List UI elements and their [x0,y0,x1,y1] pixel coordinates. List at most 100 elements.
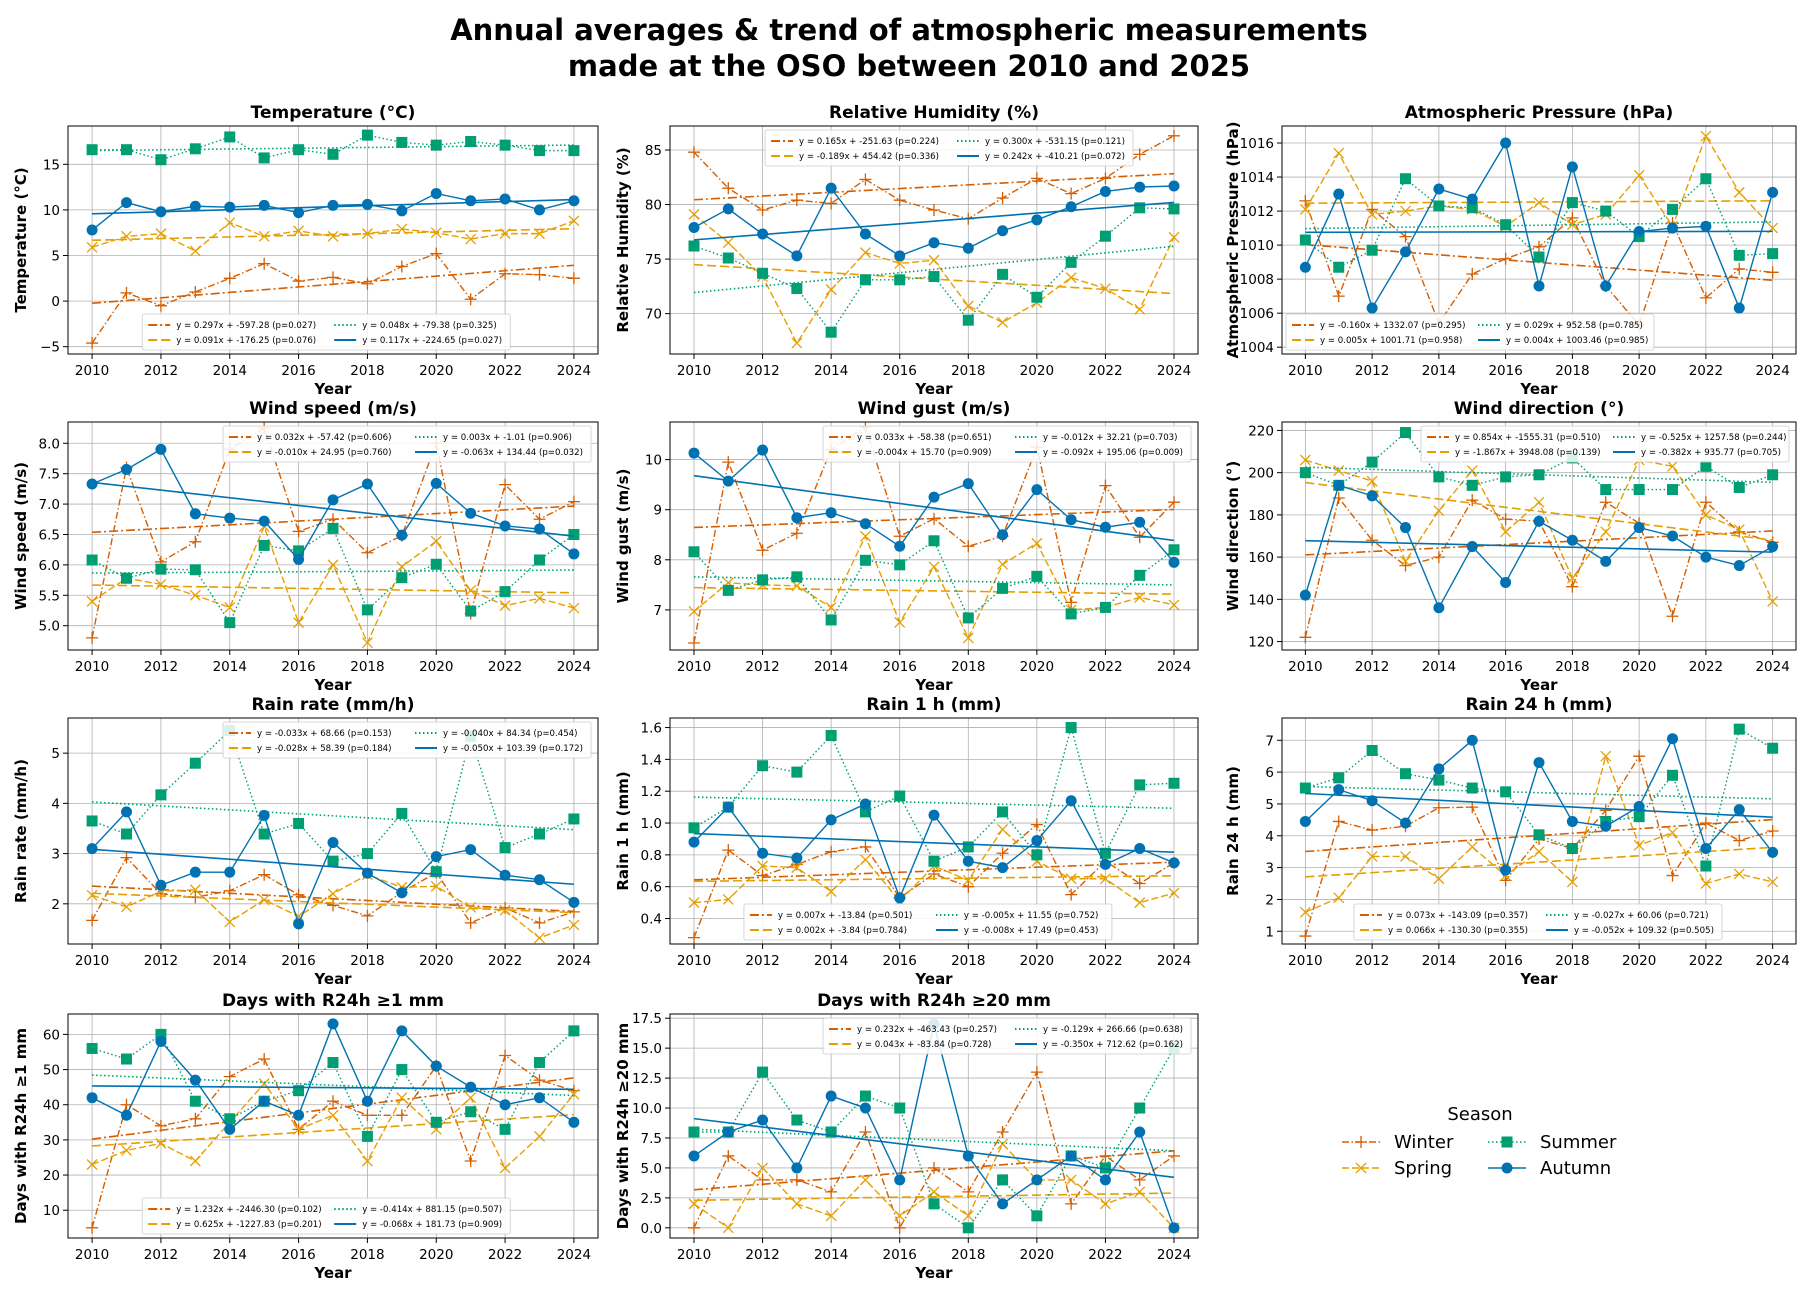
data-point-autumn [1399,246,1411,258]
data-point-autumn [928,491,940,503]
data-point-spring [1333,892,1345,904]
series-line-winter [91,252,574,344]
trend-legend-label-spring: y = 0.005x + 1001.71 (p=0.958) [1320,336,1462,346]
data-point-winter [154,299,167,312]
data-point-summer [1533,251,1545,263]
data-point-autumn [1767,186,1779,198]
trend-legend-label-winter: y = 0.854x + -1555.31 (p=0.510) [1455,433,1600,443]
data-point-autumn [1566,534,1578,546]
x-tick-label: 2024 [1755,363,1789,379]
x-tick-label: 2022 [488,363,522,379]
data-point-winter [327,1095,339,1108]
data-point-summer [825,730,837,742]
data-point-summer [361,1130,373,1142]
data-point-summer [1466,782,1478,794]
y-tick-label: 12.5 [632,1071,662,1087]
data-point-autumn [1500,576,1512,588]
data-point-summer [1399,173,1411,185]
x-tick-label: 2022 [1088,953,1122,969]
data-point-summer [293,144,305,156]
data-point-autumn [1099,185,1111,197]
y-tick-label: −5 [40,340,60,356]
data-point-summer [327,1057,339,1069]
data-point-winter [430,247,443,260]
data-point-summer [568,145,580,157]
y-tick-label: 15.0 [632,1041,662,1057]
data-point-spring [86,241,98,253]
x-tick-label: 2016 [883,659,917,675]
data-point-spring [1533,496,1545,508]
data-point-spring [1633,169,1645,181]
data-point-summer [1767,469,1779,481]
trend-legend-label-spring: y = 0.043x + -83.84 (p=0.728) [857,1040,992,1050]
data-point-summer [189,757,201,769]
axes-frame [1281,125,1797,355]
data-point-autumn [825,182,837,194]
data-point-autumn [327,837,339,849]
data-point-spring [224,916,236,928]
data-point-autumn [757,228,769,240]
data-point-winter [361,277,374,290]
data-point-summer [121,572,133,584]
data-point-autumn [155,443,167,455]
data-point-spring [1733,524,1745,536]
data-point-spring [1168,231,1180,243]
subplot-title: Days with R24h ≥1 mm [222,991,444,1011]
trend-line-spring [693,874,1175,883]
season-legend-label-autumn: Autumn [1540,1158,1611,1178]
data-point-summer [293,817,305,829]
trend-legend-label-spring: y = 0.002x + -3.84 (p=0.784) [778,926,907,936]
data-point-autumn [1031,484,1043,496]
data-point-summer [928,271,940,283]
data-point-autumn [1733,302,1745,314]
trend-line-summer [693,245,1175,294]
trend-legend-label-summer: y = -0.525x + 1257.58 (p=0.244) [1641,433,1786,443]
data-point-summer [962,1222,974,1234]
data-point-summer [825,614,837,626]
trend-legend-label-autumn: y = -0.092x + 195.06 (p=0.009) [1043,448,1183,458]
x-tick-label: 2014 [213,363,247,379]
data-point-winter [722,1149,735,1162]
axes-frame [1281,421,1797,651]
x-tick-label: 2022 [1689,363,1723,379]
data-point-autumn [1168,556,1180,568]
subplot-5: 2010 2012 2014 2016 2018 2020 2022 2024 7 8 9 10 Win… [614,399,1199,694]
data-point-winter [825,845,838,858]
data-point-summer [189,564,201,576]
data-point-autumn [499,1099,511,1111]
y-tick-label: 0.6 [641,880,662,896]
x-tick-label: 2018 [951,363,985,379]
axes-frame [669,125,1199,355]
x-tick-label: 2022 [1689,953,1723,969]
x-tick-label: 2022 [1088,363,1122,379]
x-axis-label: Year [313,970,352,988]
data-point-autumn [1600,820,1612,832]
data-point-autumn [224,866,236,878]
trend-legend-label-winter: y = 0.165x + -251.63 (p=0.224) [799,137,939,147]
data-point-autumn [189,1074,201,1086]
data-point-autumn [1366,795,1378,807]
data-point-summer [568,1025,580,1037]
trend-legend-label-autumn: y = -0.350x + 712.62 (p=0.162) [1043,1040,1183,1050]
data-point-summer [465,136,477,148]
data-point-autumn [1600,280,1612,292]
data-point-spring [825,886,837,897]
data-point-spring [1333,147,1345,159]
x-tick-label: 2020 [1622,953,1656,969]
data-point-winter [825,1185,838,1198]
data-point-autumn [430,851,442,863]
data-point-winter [962,540,975,553]
data-point-autumn [224,201,236,213]
plot-area [1299,130,1779,332]
data-point-winter [1332,290,1345,303]
axes-frame [67,717,599,945]
season-legend-label-winter: Winter [1394,1132,1454,1153]
data-point-winter [722,182,735,195]
data-point-autumn [258,1095,270,1107]
data-point-autumn [465,195,477,207]
data-point-spring [1299,454,1311,466]
data-point-spring [997,316,1009,328]
data-point-summer [1600,205,1612,217]
data-point-summer [1566,843,1578,855]
y-tick-label: 0.4 [641,912,662,928]
